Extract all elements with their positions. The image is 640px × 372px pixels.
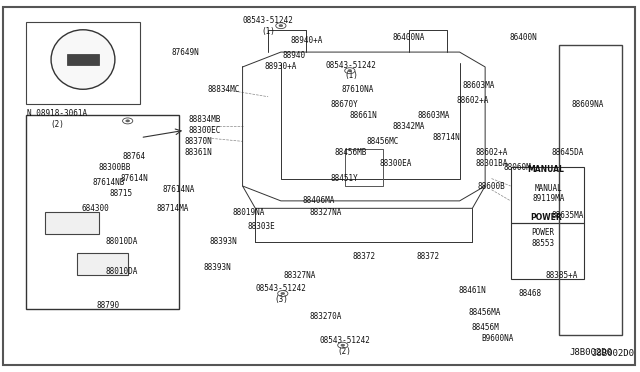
Text: 88468: 88468: [518, 289, 541, 298]
Text: 88393N: 88393N: [203, 263, 231, 272]
Text: 88930+A: 88930+A: [265, 62, 297, 71]
Circle shape: [341, 344, 345, 346]
Circle shape: [279, 25, 283, 27]
Text: 88661N: 88661N: [350, 111, 378, 120]
Text: 88010DA: 88010DA: [105, 237, 138, 246]
Text: 88327NA: 88327NA: [284, 271, 316, 280]
Text: 88600B: 88600B: [477, 182, 506, 190]
Text: 88461N: 88461N: [458, 286, 486, 295]
Text: 88940+A: 88940+A: [290, 36, 323, 45]
Bar: [511, 167, 584, 223]
Text: 684300: 684300: [82, 204, 109, 213]
Text: 88834MB: 88834MB: [188, 115, 220, 124]
Text: MANUAL
89119MA: MANUAL 89119MA: [532, 184, 565, 203]
Text: N 08918-3061A
(2): N 08918-3061A (2): [28, 109, 88, 129]
Text: 88602+A: 88602+A: [476, 148, 508, 157]
Text: 88790: 88790: [97, 301, 120, 310]
Text: 88385+A: 88385+A: [545, 271, 578, 280]
Text: 88406MA: 88406MA: [303, 196, 335, 205]
Text: 88603MA: 88603MA: [418, 111, 451, 120]
Text: 88603MA: 88603MA: [463, 81, 495, 90]
Text: 88714N: 88714N: [433, 133, 461, 142]
Text: 88602+A: 88602+A: [456, 96, 488, 105]
Text: 88372: 88372: [352, 252, 376, 261]
Text: 883270A: 883270A: [309, 312, 342, 321]
Text: 88060M: 88060M: [503, 163, 531, 172]
Text: 88609NA: 88609NA: [571, 100, 604, 109]
Text: 87614NB: 87614NB: [92, 178, 125, 187]
Bar: [511, 223, 584, 279]
Text: 87649N: 87649N: [172, 48, 199, 57]
Text: 88327NA: 88327NA: [309, 208, 342, 217]
Text: 08543-51242
(3): 08543-51242 (3): [255, 284, 307, 304]
Text: 87610NA: 87610NA: [341, 85, 374, 94]
Text: 08543-51242
(2): 08543-51242 (2): [319, 336, 370, 356]
Text: 88940: 88940: [282, 51, 305, 60]
Text: 88714MA: 88714MA: [156, 204, 189, 213]
Text: 88456MB: 88456MB: [335, 148, 367, 157]
Bar: [77, 253, 127, 275]
Circle shape: [281, 292, 285, 295]
Text: B9600NA: B9600NA: [482, 334, 514, 343]
Text: 88834MC: 88834MC: [207, 85, 239, 94]
Text: 88715: 88715: [109, 189, 133, 198]
Text: 88300EC: 88300EC: [188, 126, 220, 135]
Text: 88303E: 88303E: [248, 222, 276, 231]
Text: 08543-51242
(1): 08543-51242 (1): [326, 61, 376, 80]
Text: POWER: POWER: [530, 213, 562, 222]
Text: POWER
88553: POWER 88553: [531, 228, 554, 248]
Ellipse shape: [51, 30, 115, 89]
Text: 87614N: 87614N: [120, 174, 148, 183]
Text: 88301BA: 88301BA: [476, 159, 508, 168]
Text: 08543-51242
(1): 08543-51242 (1): [243, 16, 294, 36]
Text: 88645DA: 88645DA: [552, 148, 584, 157]
Text: 88019NA: 88019NA: [233, 208, 265, 217]
Bar: [67, 54, 99, 65]
Text: 88670Y: 88670Y: [331, 100, 358, 109]
Text: 86400N: 86400N: [509, 33, 538, 42]
Text: 88456MA: 88456MA: [469, 308, 501, 317]
Text: 88300BB: 88300BB: [99, 163, 131, 172]
Text: 88342MA: 88342MA: [392, 122, 425, 131]
Circle shape: [348, 70, 352, 72]
Text: J8B002D0: J8B002D0: [591, 349, 634, 358]
Text: 88393N: 88393N: [209, 237, 237, 246]
Text: 88361N: 88361N: [184, 148, 212, 157]
Text: 87614NA: 87614NA: [163, 185, 195, 194]
Text: 88372: 88372: [416, 252, 439, 261]
Text: MANUAL: MANUAL: [527, 165, 564, 174]
Text: 88300EA: 88300EA: [380, 159, 412, 168]
Text: 88456MC: 88456MC: [367, 137, 399, 146]
Text: 88635MA: 88635MA: [552, 211, 584, 220]
Text: 86400NA: 86400NA: [392, 33, 425, 42]
Text: 88370N: 88370N: [184, 137, 212, 146]
Text: 88010DA: 88010DA: [105, 267, 138, 276]
Bar: [26, 22, 140, 104]
Text: 88456M: 88456M: [471, 323, 499, 332]
Text: J8B002D0: J8B002D0: [570, 348, 613, 357]
Text: 88764: 88764: [122, 152, 146, 161]
Text: 88451Y: 88451Y: [331, 174, 358, 183]
Bar: [26, 115, 179, 309]
Bar: [45, 212, 99, 234]
Bar: [559, 45, 622, 335]
Circle shape: [125, 120, 129, 122]
